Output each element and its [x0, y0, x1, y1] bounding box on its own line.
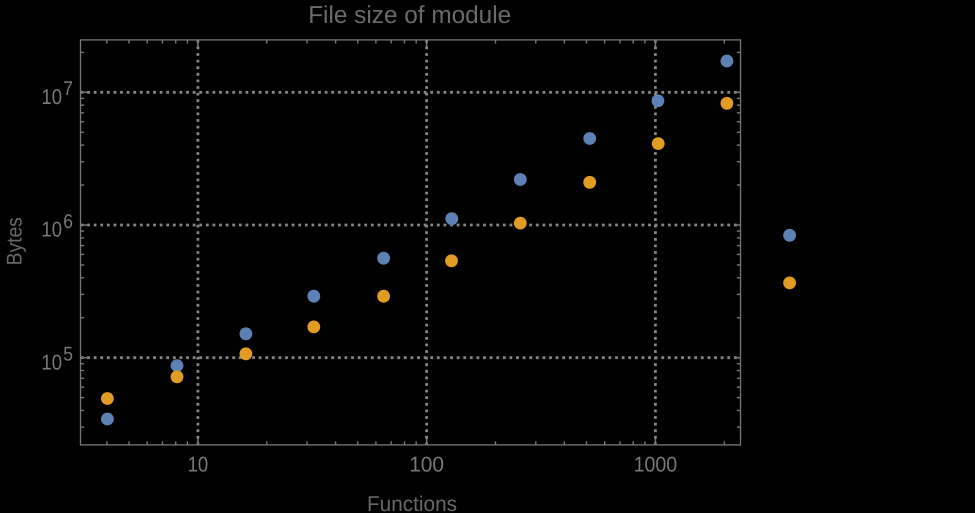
svg-text:Bytes: Bytes: [2, 217, 26, 265]
svg-text:10: 10: [188, 453, 209, 477]
svg-text:File size of module: File size of module: [308, 2, 511, 29]
svg-text:Functions: Functions: [367, 492, 457, 513]
svg-text:100: 100: [409, 453, 444, 477]
svg-text:10: 10: [41, 218, 62, 242]
svg-text:6: 6: [63, 211, 73, 233]
svg-text:7: 7: [63, 78, 73, 100]
svg-text:10: 10: [41, 85, 62, 109]
svg-text:10: 10: [41, 350, 62, 374]
svg-text:1000: 1000: [634, 453, 678, 477]
svg-text:5: 5: [63, 344, 73, 366]
